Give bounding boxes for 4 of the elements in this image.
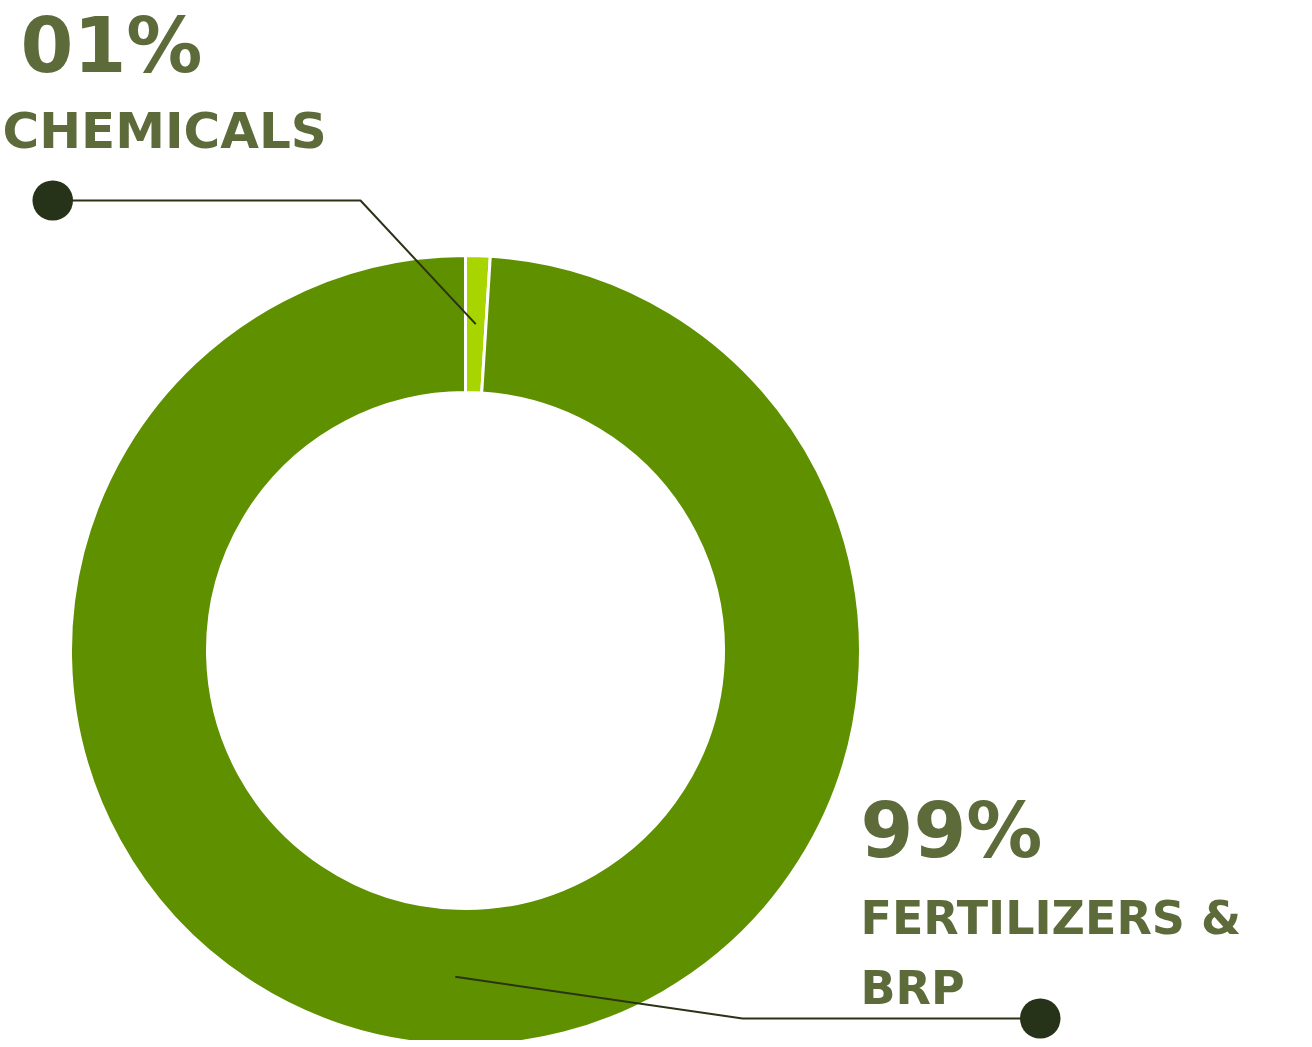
slice-label: FERTILIZERS & BRP [860, 890, 1242, 1015]
data-label: 99% [860, 786, 1043, 875]
slice-label: CHEMICALS [2, 101, 327, 160]
data-label: 01% [20, 1, 203, 90]
